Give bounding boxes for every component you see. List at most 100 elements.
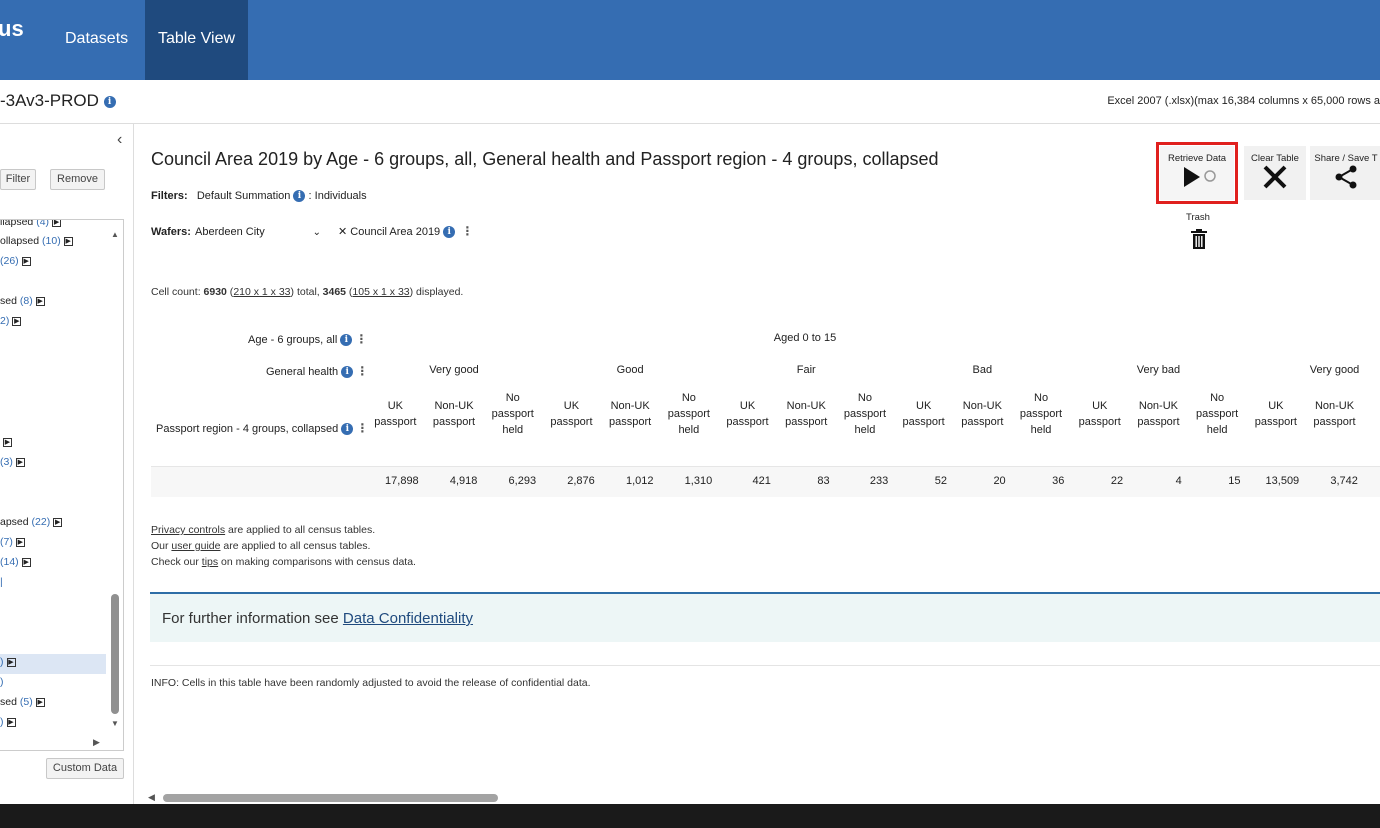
- expand-arrow-icon[interactable]: ▶: [3, 437, 12, 447]
- share-save-button[interactable]: Share / Save T: [1310, 146, 1380, 200]
- info-line: INFO: Cells in this table have been rand…: [151, 677, 591, 689]
- table-cell[interactable]: 22: [1110, 475, 1124, 487]
- table-cell[interactable]: 1,310: [684, 475, 713, 487]
- filters-suffix: : Individuals: [308, 190, 367, 202]
- health-group-header: Very good: [1309, 364, 1360, 376]
- tree-item[interactable]: sed (8) ▶: [0, 295, 45, 307]
- tree-item[interactable]: |: [0, 576, 3, 588]
- note-line-2-text: are applied to all census tables.: [220, 540, 371, 552]
- table-cell[interactable]: 13,509: [1265, 475, 1300, 487]
- expand-arrow-icon[interactable]: ▶: [6, 717, 16, 727]
- more-options-icon[interactable]: ⋮: [461, 224, 474, 238]
- more-options-icon[interactable]: ⋮: [356, 364, 369, 378]
- data-confidentiality-link[interactable]: Data Confidentiality: [342, 610, 473, 627]
- table-cell[interactable]: 4: [1175, 475, 1182, 487]
- tree-item[interactable]: 2) ▶: [0, 315, 22, 327]
- collapse-panel-chevron-icon[interactable]: ‹: [117, 131, 123, 148]
- share-save-label: Share / Save T: [1314, 153, 1378, 164]
- expand-arrow-icon[interactable]: ▶: [15, 537, 25, 547]
- info-icon[interactable]: i: [340, 334, 353, 347]
- tree-item[interactable]: (7) ▶: [0, 536, 25, 548]
- expand-arrow-icon[interactable]: ▶: [21, 256, 31, 266]
- expand-arrow-icon[interactable]: ▶: [35, 296, 45, 306]
- clear-table-button[interactable]: Clear Table: [1244, 146, 1306, 200]
- passport-column-header: UK passport: [726, 400, 769, 428]
- scroll-right-arrow-icon[interactable]: ▶: [93, 737, 100, 747]
- note-line-3-pre: Check our: [151, 556, 202, 568]
- table-cell[interactable]: 36: [1052, 475, 1065, 487]
- brand-logo[interactable]: us: [0, 16, 24, 41]
- tree-item[interactable]: (26) ▶: [0, 255, 31, 267]
- passport-column-header: No passport held: [1196, 392, 1239, 436]
- filters-value[interactable]: Default Summation: [196, 190, 291, 202]
- wafers-label: Wafers:: [151, 226, 191, 238]
- tree-item[interactable]: apsed (22) ▶: [0, 516, 63, 528]
- table-cell[interactable]: 17,898: [385, 475, 419, 487]
- table-cell[interactable]: 421: [752, 475, 771, 487]
- horizontal-scrollbar-thumb[interactable]: [163, 794, 498, 802]
- tree-item[interactable]: ) ▶: [0, 716, 16, 728]
- age-group-header: Aged 0 to 15: [773, 332, 837, 344]
- vertical-scrollbar-thumb[interactable]: [111, 594, 119, 714]
- info-banner: For further information see Data Confide…: [150, 592, 1380, 642]
- table-cell[interactable]: 4,918: [449, 475, 478, 487]
- expand-arrow-icon[interactable]: ▶: [63, 236, 73, 246]
- scroll-up-arrow-icon[interactable]: ▲: [111, 230, 119, 239]
- scroll-down-arrow-icon[interactable]: ▼: [111, 719, 119, 728]
- more-options-icon[interactable]: ⋮: [355, 332, 368, 346]
- passport-column-header: UK passport: [902, 400, 945, 428]
- table-cell[interactable]: 1,012: [625, 475, 654, 487]
- retrieve-data-button[interactable]: Retrieve Data: [1160, 146, 1234, 200]
- custom-data-button[interactable]: Custom Data: [46, 758, 124, 779]
- tree-item[interactable]: ): [0, 676, 4, 688]
- export-format-note: Excel 2007 (.xlsx)(max 16,384 columns x …: [1107, 95, 1380, 107]
- remove-button[interactable]: Remove: [50, 169, 105, 190]
- tree-item[interactable]: (3) ▶: [0, 456, 25, 468]
- expand-arrow-icon[interactable]: ▶: [15, 457, 25, 467]
- table-cell[interactable]: 6,293: [508, 475, 537, 487]
- tree-item[interactable]: (14) ▶: [0, 556, 31, 568]
- privacy-controls-link[interactable]: Privacy controls: [151, 524, 226, 536]
- info-icon[interactable]: i: [341, 366, 354, 379]
- expand-arrow-icon[interactable]: ▶: [52, 219, 62, 227]
- nav-table-view[interactable]: Table View: [145, 0, 248, 80]
- info-icon[interactable]: i: [443, 226, 456, 239]
- passport-column-header: Non-UK passport: [785, 400, 828, 428]
- table-cell[interactable]: 15: [1228, 475, 1241, 487]
- expand-arrow-icon[interactable]: ▶: [21, 557, 31, 567]
- remove-wafer-icon[interactable]: ✕: [338, 226, 348, 238]
- cell-count-total-dims[interactable]: 210 x 1 x 33: [233, 286, 291, 298]
- info-icon[interactable]: i: [293, 190, 306, 203]
- expand-arrow-icon[interactable]: ▶: [53, 517, 63, 527]
- table-cell[interactable]: 233: [869, 475, 889, 487]
- wafers-dropdown[interactable]: Aberdeen City ⌄: [195, 224, 323, 242]
- info-icon[interactable]: i: [341, 423, 354, 436]
- filters-label: Filters:: [151, 190, 188, 202]
- table-cell[interactable]: 20: [993, 475, 1006, 487]
- table-cell[interactable]: 3,742: [1330, 475, 1358, 487]
- tree-item[interactable]: ollapsed (10) ▶: [0, 235, 73, 247]
- scroll-left-arrow-icon[interactable]: ◀: [148, 792, 155, 802]
- expand-arrow-icon[interactable]: ▶: [12, 316, 22, 326]
- tree-item[interactable]: sed (5) ▶: [0, 696, 45, 708]
- wafer-chip: ✕ Council Area 2019 i ⋮: [338, 224, 474, 239]
- cell-count-displayed-dims[interactable]: 105 x 1 x 33: [352, 286, 410, 298]
- row-label-age: Age - 6 groups, all i ⋮: [248, 332, 368, 347]
- more-options-icon[interactable]: ⋮: [356, 421, 369, 435]
- table-cell[interactable]: 2,876: [567, 475, 595, 487]
- filter-button[interactable]: Filter: [0, 169, 36, 190]
- tree-item[interactable]: llapsed (4) ▶: [0, 219, 62, 228]
- trash-icon[interactable]: [1190, 228, 1208, 250]
- tree-item-count: ): [0, 656, 4, 668]
- table-cell[interactable]: 52: [934, 475, 947, 487]
- tips-link[interactable]: tips: [201, 556, 219, 568]
- nav-datasets[interactable]: Datasets: [65, 30, 129, 47]
- tree-item[interactable]: ) ▶: [0, 656, 16, 668]
- table-cell[interactable]: 83: [817, 475, 830, 487]
- tree-item[interactable]: ▶: [0, 436, 12, 448]
- expand-arrow-icon[interactable]: ▶: [35, 697, 45, 707]
- expand-arrow-icon[interactable]: ▶: [6, 657, 16, 667]
- info-icon[interactable]: i: [103, 95, 116, 108]
- row-label-health-text: General health: [266, 366, 339, 378]
- user-guide-link[interactable]: user guide: [171, 540, 221, 552]
